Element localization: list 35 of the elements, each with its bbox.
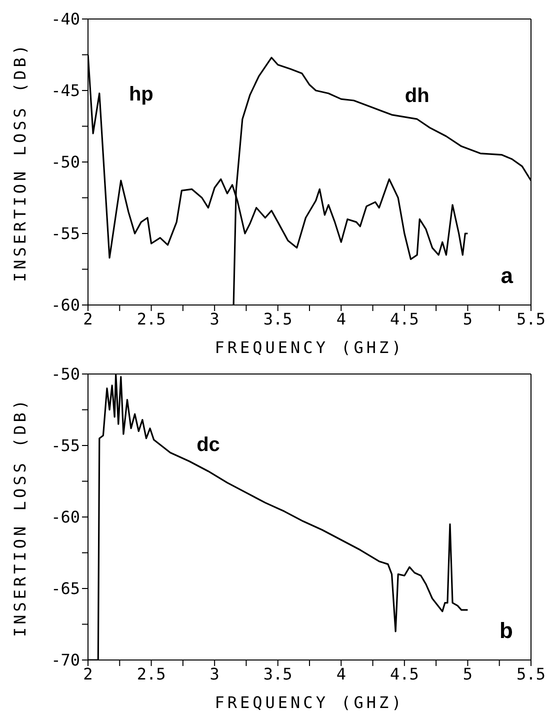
x-tick-label: 3 [210, 664, 220, 684]
x-tick-label: 3.5 [263, 309, 292, 328]
x-tick-label: 2.5 [136, 309, 166, 328]
y-tick-label: -60 [51, 296, 80, 315]
annotation: b [500, 618, 513, 643]
x-axis-title: FREQUENCY (GHZ) [214, 693, 404, 712]
x-tick-label: 5.5 [516, 664, 546, 684]
x-tick-label: 5 [462, 664, 473, 684]
x-tick-label: 3 [210, 309, 220, 328]
x-axis-title: FREQUENCY (GHZ) [214, 338, 404, 357]
x-tick-label: 4.5 [390, 309, 419, 328]
y-axis-title: INSERTION LOSS (DB) [10, 42, 30, 282]
x-tick-label: 5 [462, 309, 473, 328]
series-label: dc [196, 434, 220, 456]
y-tick-label: -55 [51, 224, 80, 244]
x-tick-label: 3.5 [263, 664, 292, 684]
y-tick-label: -55 [51, 436, 80, 456]
y-tick-label: -65 [51, 579, 80, 598]
annotation: a [500, 263, 514, 288]
series-label: hp [128, 83, 154, 106]
x-tick-label: 2 [83, 309, 93, 328]
x-tick-label: 2.5 [136, 664, 166, 684]
y-tick-label: -40 [51, 10, 80, 29]
x-tick-label: 4.5 [390, 664, 419, 684]
x-tick-label: 4 [336, 309, 346, 328]
x-tick-label: 5.5 [516, 309, 546, 328]
y-axis-title: INSERTION LOSS (DB) [10, 396, 30, 638]
y-tick-label: -50 [51, 152, 80, 172]
x-tick-label: 2 [83, 664, 93, 684]
y-tick-label: -70 [51, 650, 80, 670]
y-tick-label: -50 [51, 364, 80, 384]
series-label: dh [404, 84, 430, 107]
x-tick-label: 4 [336, 664, 346, 684]
y-tick-label: -45 [51, 81, 80, 100]
y-tick-label: -60 [51, 508, 80, 527]
